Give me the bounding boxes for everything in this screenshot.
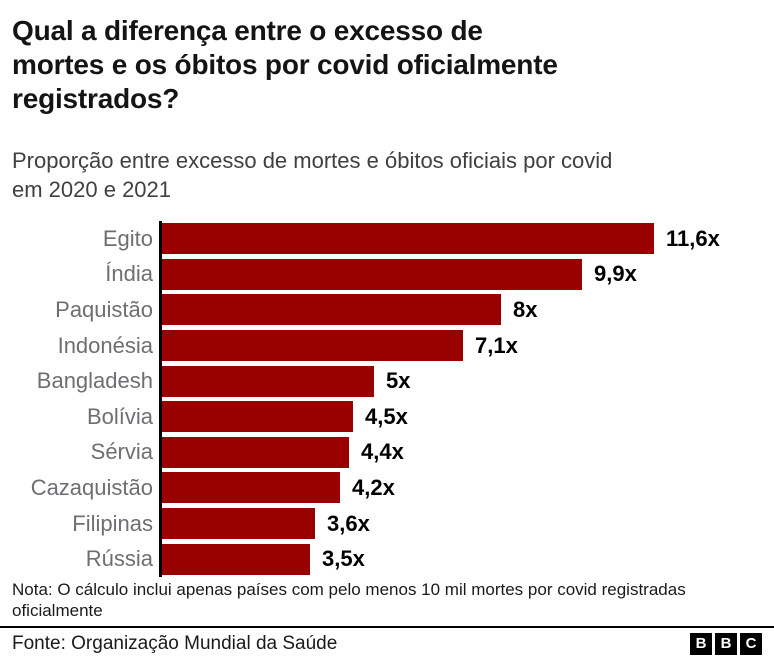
value-label: 5x: [386, 368, 411, 394]
chart-row: Cazaquistão 4,2x: [12, 470, 762, 506]
value-label: 3,5x: [322, 546, 365, 572]
chart-row: Paquistão 8x: [12, 292, 762, 328]
chart-row: Rússia 3,5x: [12, 541, 762, 577]
bar: [162, 258, 582, 290]
value-label: 4,2x: [352, 474, 395, 500]
bar: [162, 294, 501, 326]
chart-subtitle-line: em 2020 e 2021: [12, 177, 172, 202]
bar: [162, 401, 353, 433]
value-label: 4,5x: [365, 403, 408, 429]
value-label: 3,6x: [327, 510, 370, 536]
bbc-logo-block: C: [740, 632, 762, 655]
chart-row: Índia 9,9x: [12, 257, 762, 293]
chart-row: Egito 11,6x: [12, 221, 762, 257]
chart-row: Bangladesh 5x: [12, 363, 762, 399]
bar: [162, 223, 654, 255]
category-label: Egito: [102, 225, 153, 251]
bbc-logo-block: B: [715, 632, 737, 655]
category-label: Indonésia: [57, 332, 153, 358]
value-label: 8x: [513, 296, 538, 322]
category-label: Paquistão: [55, 296, 153, 322]
bar: [162, 472, 340, 504]
footer: Fonte: Organização Mundial da Saúde B B …: [12, 628, 762, 655]
chart-row: Bolívia 4,5x: [12, 399, 762, 435]
category-label: Bangladesh: [36, 368, 153, 394]
note-text: Nota: O cálculo inclui apenas países com…: [12, 579, 686, 620]
page-title-line: registrados?: [12, 83, 180, 114]
chart-subtitle-line: Proporção entre excesso de mortes e óbit…: [12, 148, 613, 173]
category-label: Bolívia: [86, 403, 153, 429]
category-label: Cazaquistão: [30, 474, 153, 500]
chart-row: Indonésia 7,1x: [12, 328, 762, 364]
bar: [162, 543, 310, 575]
value-label: 9,9x: [594, 261, 637, 287]
value-label: 4,4x: [361, 439, 404, 465]
chart-subtitle: Proporção entre excesso de mortes e óbit…: [12, 146, 762, 204]
page-title-line: mortes e os óbitos por covid oficialment…: [12, 49, 558, 80]
divider: [0, 625, 774, 628]
chart-rows: Egito 11,6x Índia 9,9x Paquistão 8x Indonésia 7…: [12, 221, 762, 577]
bar: [162, 330, 463, 362]
value-label: 11,6x: [666, 225, 720, 251]
axis-line: [159, 221, 162, 577]
bar-chart: Egito 11,6x Índia 9,9x Paquistão 8x Indonésia 7…: [12, 221, 762, 577]
page-title: Qual a diferença entre o excesso de mort…: [12, 14, 762, 116]
category-label: Rússia: [85, 546, 153, 572]
value-label: 7,1x: [475, 332, 518, 358]
category-label: Índia: [105, 261, 153, 287]
chart-row: Filipinas 3,6x: [12, 506, 762, 542]
bbc-logo: B B C: [690, 632, 762, 655]
page-title-line: Qual a diferença entre o excesso de: [12, 15, 483, 46]
category-label: Filipinas: [72, 510, 153, 536]
bar: [162, 508, 315, 540]
source-text: Fonte: Organização Mundial da Saúde: [12, 632, 338, 654]
bar: [162, 436, 349, 468]
category-label: Sérvia: [90, 439, 153, 465]
bar: [162, 365, 374, 397]
chart-row: Sérvia 4,4x: [12, 435, 762, 471]
bbc-logo-block: B: [690, 632, 712, 655]
